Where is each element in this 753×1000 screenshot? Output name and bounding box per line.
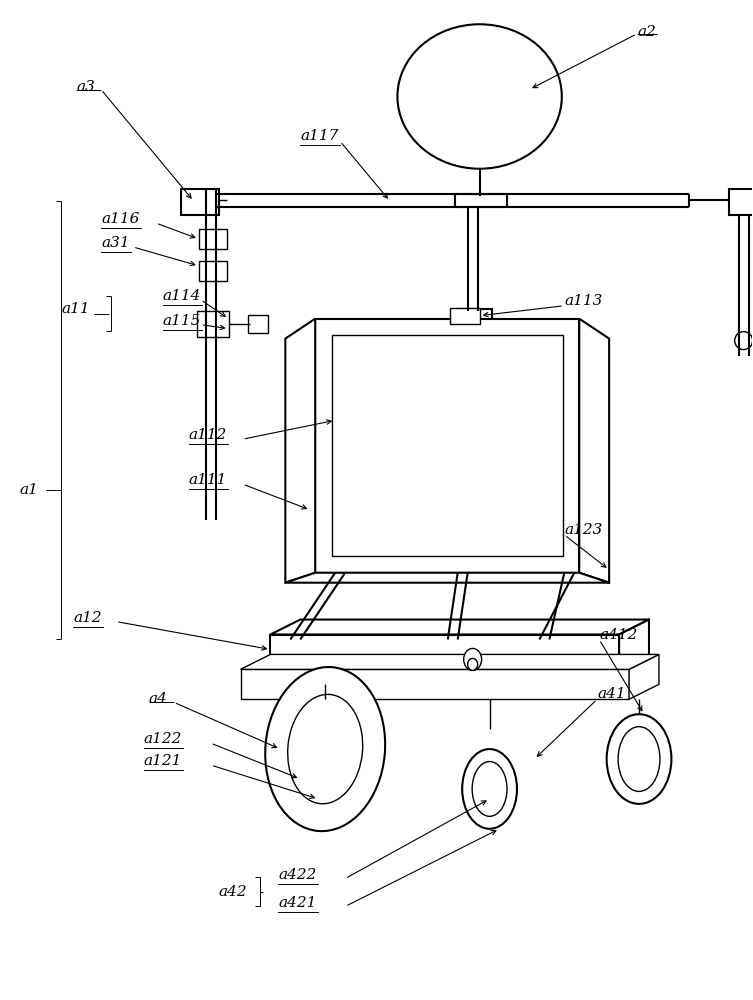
Bar <box>455 194 507 207</box>
Text: a12: a12 <box>73 611 102 625</box>
Bar <box>199 261 227 281</box>
Ellipse shape <box>265 667 386 831</box>
Text: a113: a113 <box>564 294 602 308</box>
Polygon shape <box>270 635 619 669</box>
Text: a41: a41 <box>597 687 626 701</box>
Text: a115: a115 <box>163 314 201 328</box>
Bar <box>450 308 480 324</box>
Polygon shape <box>285 319 316 583</box>
Bar <box>454 309 492 327</box>
Polygon shape <box>285 573 609 583</box>
Ellipse shape <box>618 727 660 791</box>
Text: a3: a3 <box>76 80 95 94</box>
Ellipse shape <box>607 714 672 804</box>
Bar <box>332 335 563 556</box>
Text: a42: a42 <box>218 885 247 899</box>
Text: a121: a121 <box>144 754 182 768</box>
Text: a2: a2 <box>637 25 656 39</box>
Polygon shape <box>619 620 649 669</box>
Text: a1: a1 <box>20 483 38 497</box>
Polygon shape <box>579 319 609 583</box>
Bar <box>197 311 229 337</box>
Bar <box>729 189 753 215</box>
Text: a122: a122 <box>144 732 182 746</box>
Text: a114: a114 <box>163 289 201 303</box>
Text: a412: a412 <box>599 628 638 642</box>
Text: a123: a123 <box>564 523 602 537</box>
Text: a421: a421 <box>279 896 317 910</box>
Ellipse shape <box>288 694 363 804</box>
Ellipse shape <box>468 658 477 670</box>
Polygon shape <box>629 654 659 699</box>
Bar <box>316 319 579 573</box>
Polygon shape <box>240 669 629 699</box>
Bar <box>181 189 218 215</box>
Polygon shape <box>240 654 659 669</box>
Text: a117: a117 <box>300 129 339 143</box>
Ellipse shape <box>472 762 507 816</box>
Polygon shape <box>270 620 649 635</box>
Ellipse shape <box>735 332 752 350</box>
Text: a4: a4 <box>149 692 168 706</box>
Text: a116: a116 <box>101 212 139 226</box>
Bar <box>248 315 268 333</box>
Ellipse shape <box>464 648 482 670</box>
Ellipse shape <box>398 24 562 169</box>
Text: a11: a11 <box>61 302 90 316</box>
Ellipse shape <box>462 749 517 829</box>
Bar <box>199 229 227 249</box>
Text: a422: a422 <box>279 868 317 882</box>
Text: a31: a31 <box>101 236 130 250</box>
Text: a112: a112 <box>189 428 227 442</box>
Text: a111: a111 <box>189 473 227 487</box>
